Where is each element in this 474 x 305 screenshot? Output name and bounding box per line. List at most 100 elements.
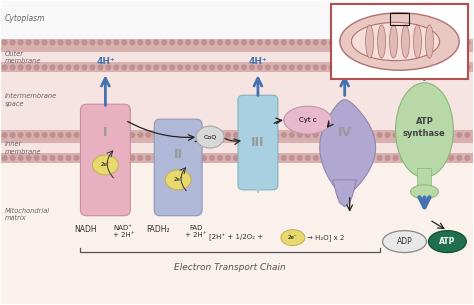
Circle shape [305, 64, 311, 70]
Text: [2H⁺ + 1/2O₂ +: [2H⁺ + 1/2O₂ + [209, 234, 265, 241]
Text: CoQ: CoQ [203, 135, 217, 140]
Circle shape [456, 64, 462, 70]
Circle shape [297, 64, 303, 70]
FancyBboxPatch shape [81, 104, 130, 216]
Circle shape [137, 40, 143, 45]
Circle shape [265, 40, 271, 45]
Circle shape [42, 64, 47, 70]
Circle shape [153, 155, 159, 161]
FancyBboxPatch shape [154, 119, 202, 216]
Circle shape [177, 155, 183, 161]
Circle shape [26, 64, 32, 70]
Circle shape [209, 40, 215, 45]
Circle shape [129, 132, 135, 138]
Circle shape [417, 40, 422, 45]
Ellipse shape [281, 230, 305, 246]
Polygon shape [0, 163, 474, 304]
Text: 2e⁻: 2e⁻ [100, 163, 110, 167]
Ellipse shape [340, 13, 459, 70]
Ellipse shape [410, 185, 438, 199]
Circle shape [137, 132, 143, 138]
Text: Electron Transport Chain: Electron Transport Chain [174, 264, 286, 272]
Text: Mitochondrial
matrix: Mitochondrial matrix [5, 208, 50, 221]
Circle shape [432, 40, 438, 45]
Ellipse shape [413, 25, 421, 58]
Circle shape [50, 40, 55, 45]
Circle shape [9, 155, 16, 161]
Circle shape [376, 40, 383, 45]
Ellipse shape [401, 25, 410, 58]
Circle shape [313, 132, 319, 138]
Text: IV: IV [337, 126, 352, 139]
Circle shape [217, 40, 223, 45]
Circle shape [233, 64, 239, 70]
Circle shape [417, 64, 422, 70]
Circle shape [265, 64, 271, 70]
Circle shape [345, 132, 351, 138]
Text: Outer
membrane: Outer membrane [5, 51, 41, 64]
Text: 2H⁺: 2H⁺ [336, 57, 354, 66]
Circle shape [281, 64, 287, 70]
Circle shape [42, 132, 47, 138]
Circle shape [233, 132, 239, 138]
Circle shape [57, 155, 64, 161]
Text: FADH₂: FADH₂ [146, 225, 170, 234]
Circle shape [313, 64, 319, 70]
Circle shape [321, 155, 327, 161]
Circle shape [113, 40, 119, 45]
Circle shape [345, 40, 351, 45]
Circle shape [34, 132, 40, 138]
Circle shape [82, 132, 87, 138]
Circle shape [121, 155, 128, 161]
Circle shape [153, 64, 159, 70]
Circle shape [448, 64, 455, 70]
Circle shape [337, 40, 343, 45]
Circle shape [456, 155, 462, 161]
Circle shape [281, 40, 287, 45]
Circle shape [9, 40, 16, 45]
Circle shape [265, 132, 271, 138]
Circle shape [401, 132, 407, 138]
Circle shape [34, 155, 40, 161]
Circle shape [65, 132, 72, 138]
Circle shape [129, 155, 135, 161]
Circle shape [9, 132, 16, 138]
Circle shape [113, 64, 119, 70]
FancyBboxPatch shape [418, 168, 431, 190]
Circle shape [193, 132, 199, 138]
Circle shape [201, 64, 207, 70]
Circle shape [465, 132, 470, 138]
Text: ADP: ADP [397, 237, 412, 246]
Circle shape [337, 64, 343, 70]
Circle shape [273, 40, 279, 45]
Circle shape [289, 64, 295, 70]
Circle shape [42, 40, 47, 45]
Ellipse shape [390, 25, 398, 58]
Circle shape [401, 40, 407, 45]
Circle shape [185, 155, 191, 161]
Circle shape [233, 155, 239, 161]
Text: Inner
membrane: Inner membrane [5, 141, 41, 155]
Circle shape [73, 155, 80, 161]
Circle shape [105, 155, 111, 161]
Text: NAD⁺
+ 2H⁺: NAD⁺ + 2H⁺ [113, 225, 134, 238]
Polygon shape [0, 143, 474, 153]
Circle shape [392, 64, 399, 70]
Circle shape [440, 132, 447, 138]
Circle shape [376, 155, 383, 161]
Circle shape [113, 132, 119, 138]
Polygon shape [0, 1, 474, 38]
Circle shape [145, 155, 151, 161]
Circle shape [201, 40, 207, 45]
Circle shape [193, 40, 199, 45]
Circle shape [34, 40, 40, 45]
Circle shape [153, 40, 159, 45]
Circle shape [465, 64, 470, 70]
Circle shape [289, 155, 295, 161]
Circle shape [384, 132, 391, 138]
Text: Cytoplasm: Cytoplasm [5, 14, 45, 23]
Circle shape [273, 64, 279, 70]
Circle shape [305, 155, 311, 161]
Circle shape [57, 40, 64, 45]
Circle shape [249, 132, 255, 138]
